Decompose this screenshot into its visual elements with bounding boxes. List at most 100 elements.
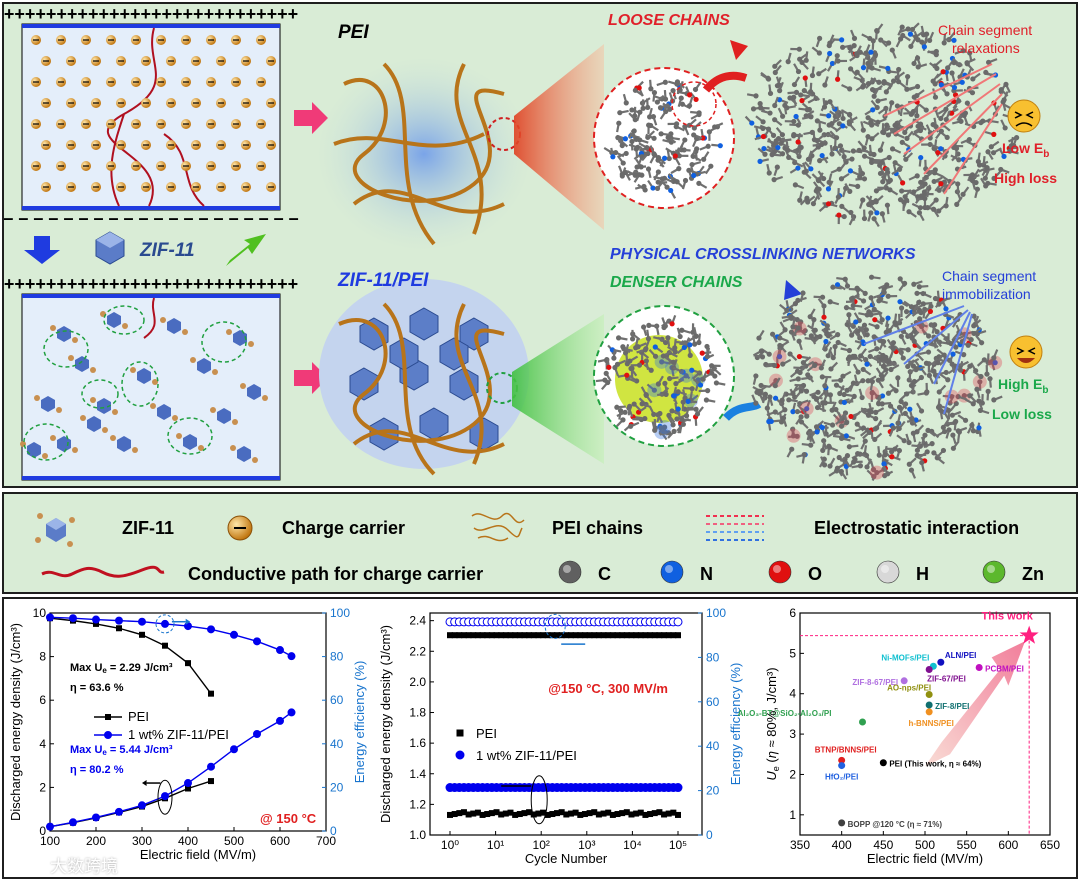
atom <box>807 314 813 320</box>
atom <box>842 276 848 282</box>
atom <box>821 104 828 110</box>
atom <box>670 359 676 365</box>
x-tick-label: 450 <box>873 838 893 852</box>
data-point <box>633 632 640 639</box>
atom <box>943 306 949 312</box>
atom <box>655 157 661 163</box>
charge-carrier <box>106 77 116 87</box>
atom <box>686 167 692 173</box>
y-tick-label: 2 <box>39 780 46 794</box>
data-point <box>544 811 551 818</box>
atom <box>821 303 827 309</box>
pink-arrow-top-icon <box>294 102 328 134</box>
trend-arrow <box>925 641 1025 767</box>
data-point <box>577 811 584 818</box>
atom <box>817 127 823 133</box>
atom <box>696 110 702 116</box>
atom <box>617 110 623 116</box>
atom <box>619 142 625 149</box>
atom <box>870 107 876 113</box>
x-tick-label: 100 <box>40 834 60 848</box>
legend-charge-carrier-label: Charge carrier <box>282 518 406 538</box>
data-point <box>554 810 561 817</box>
atom <box>885 315 891 321</box>
atom <box>938 146 944 152</box>
atom <box>900 355 906 361</box>
atom <box>645 336 652 342</box>
data-point <box>447 632 453 639</box>
atom <box>643 392 649 399</box>
atom <box>885 65 891 71</box>
y2-tick-label: 80 <box>706 650 720 664</box>
atom <box>909 26 916 33</box>
atom <box>945 377 951 383</box>
zif11-particle <box>50 435 78 453</box>
atom <box>860 197 866 203</box>
atom <box>771 362 778 369</box>
atom <box>655 169 661 175</box>
atom <box>672 349 678 355</box>
charge-carrier <box>31 119 41 129</box>
data-point <box>563 811 570 818</box>
atom <box>881 461 887 467</box>
atom <box>856 147 862 153</box>
atom <box>767 110 773 116</box>
charge-carrier <box>81 161 91 171</box>
atom <box>936 403 943 409</box>
atom-n-icon <box>660 560 684 584</box>
zif11-particle <box>110 435 138 453</box>
charge-carrier <box>241 140 251 150</box>
atom <box>868 295 874 301</box>
atom <box>791 81 798 88</box>
atom <box>986 59 992 65</box>
atom <box>990 150 997 156</box>
data-point <box>595 632 602 639</box>
atom <box>943 369 949 376</box>
atom <box>859 394 865 401</box>
atom <box>861 145 867 151</box>
atom <box>637 109 643 115</box>
charge-carrier <box>131 119 141 129</box>
charge-carrier <box>216 140 226 150</box>
x-tick-label: 400 <box>178 834 198 848</box>
atom-c-label: C <box>598 564 611 584</box>
comparison-label: PEI (This work, η ≈ 64%) <box>889 760 981 769</box>
atom <box>998 87 1004 93</box>
atom <box>830 284 836 290</box>
atom <box>876 401 882 407</box>
data-point <box>116 625 122 632</box>
atom <box>922 204 928 211</box>
atom <box>918 154 924 161</box>
atom <box>877 147 884 153</box>
atom-h-icon <box>876 560 900 584</box>
atom <box>871 306 877 312</box>
atom <box>639 401 645 407</box>
atom <box>953 400 959 407</box>
atom <box>793 113 799 120</box>
atom <box>827 50 833 57</box>
atom <box>854 421 860 427</box>
atom-o-icon <box>768 560 792 584</box>
x-axis-label: Cycle Number <box>525 851 608 866</box>
data-point <box>184 622 192 631</box>
atom <box>847 168 854 174</box>
atom <box>645 166 652 172</box>
atom <box>657 410 663 417</box>
atom <box>758 348 765 354</box>
atom <box>826 122 832 128</box>
atom <box>985 388 991 394</box>
data-point <box>670 809 677 816</box>
atom <box>669 408 675 414</box>
comparison-label: h-BNNS/PEI <box>908 719 953 728</box>
atom <box>642 347 648 353</box>
data-point <box>512 811 519 818</box>
atom <box>654 185 661 191</box>
atom <box>895 420 901 426</box>
atom <box>788 315 794 321</box>
atom <box>835 332 841 338</box>
atom <box>841 391 847 398</box>
highlight-ellipse <box>157 779 173 815</box>
atom <box>868 49 874 55</box>
atom <box>772 117 778 123</box>
atom <box>865 134 871 140</box>
